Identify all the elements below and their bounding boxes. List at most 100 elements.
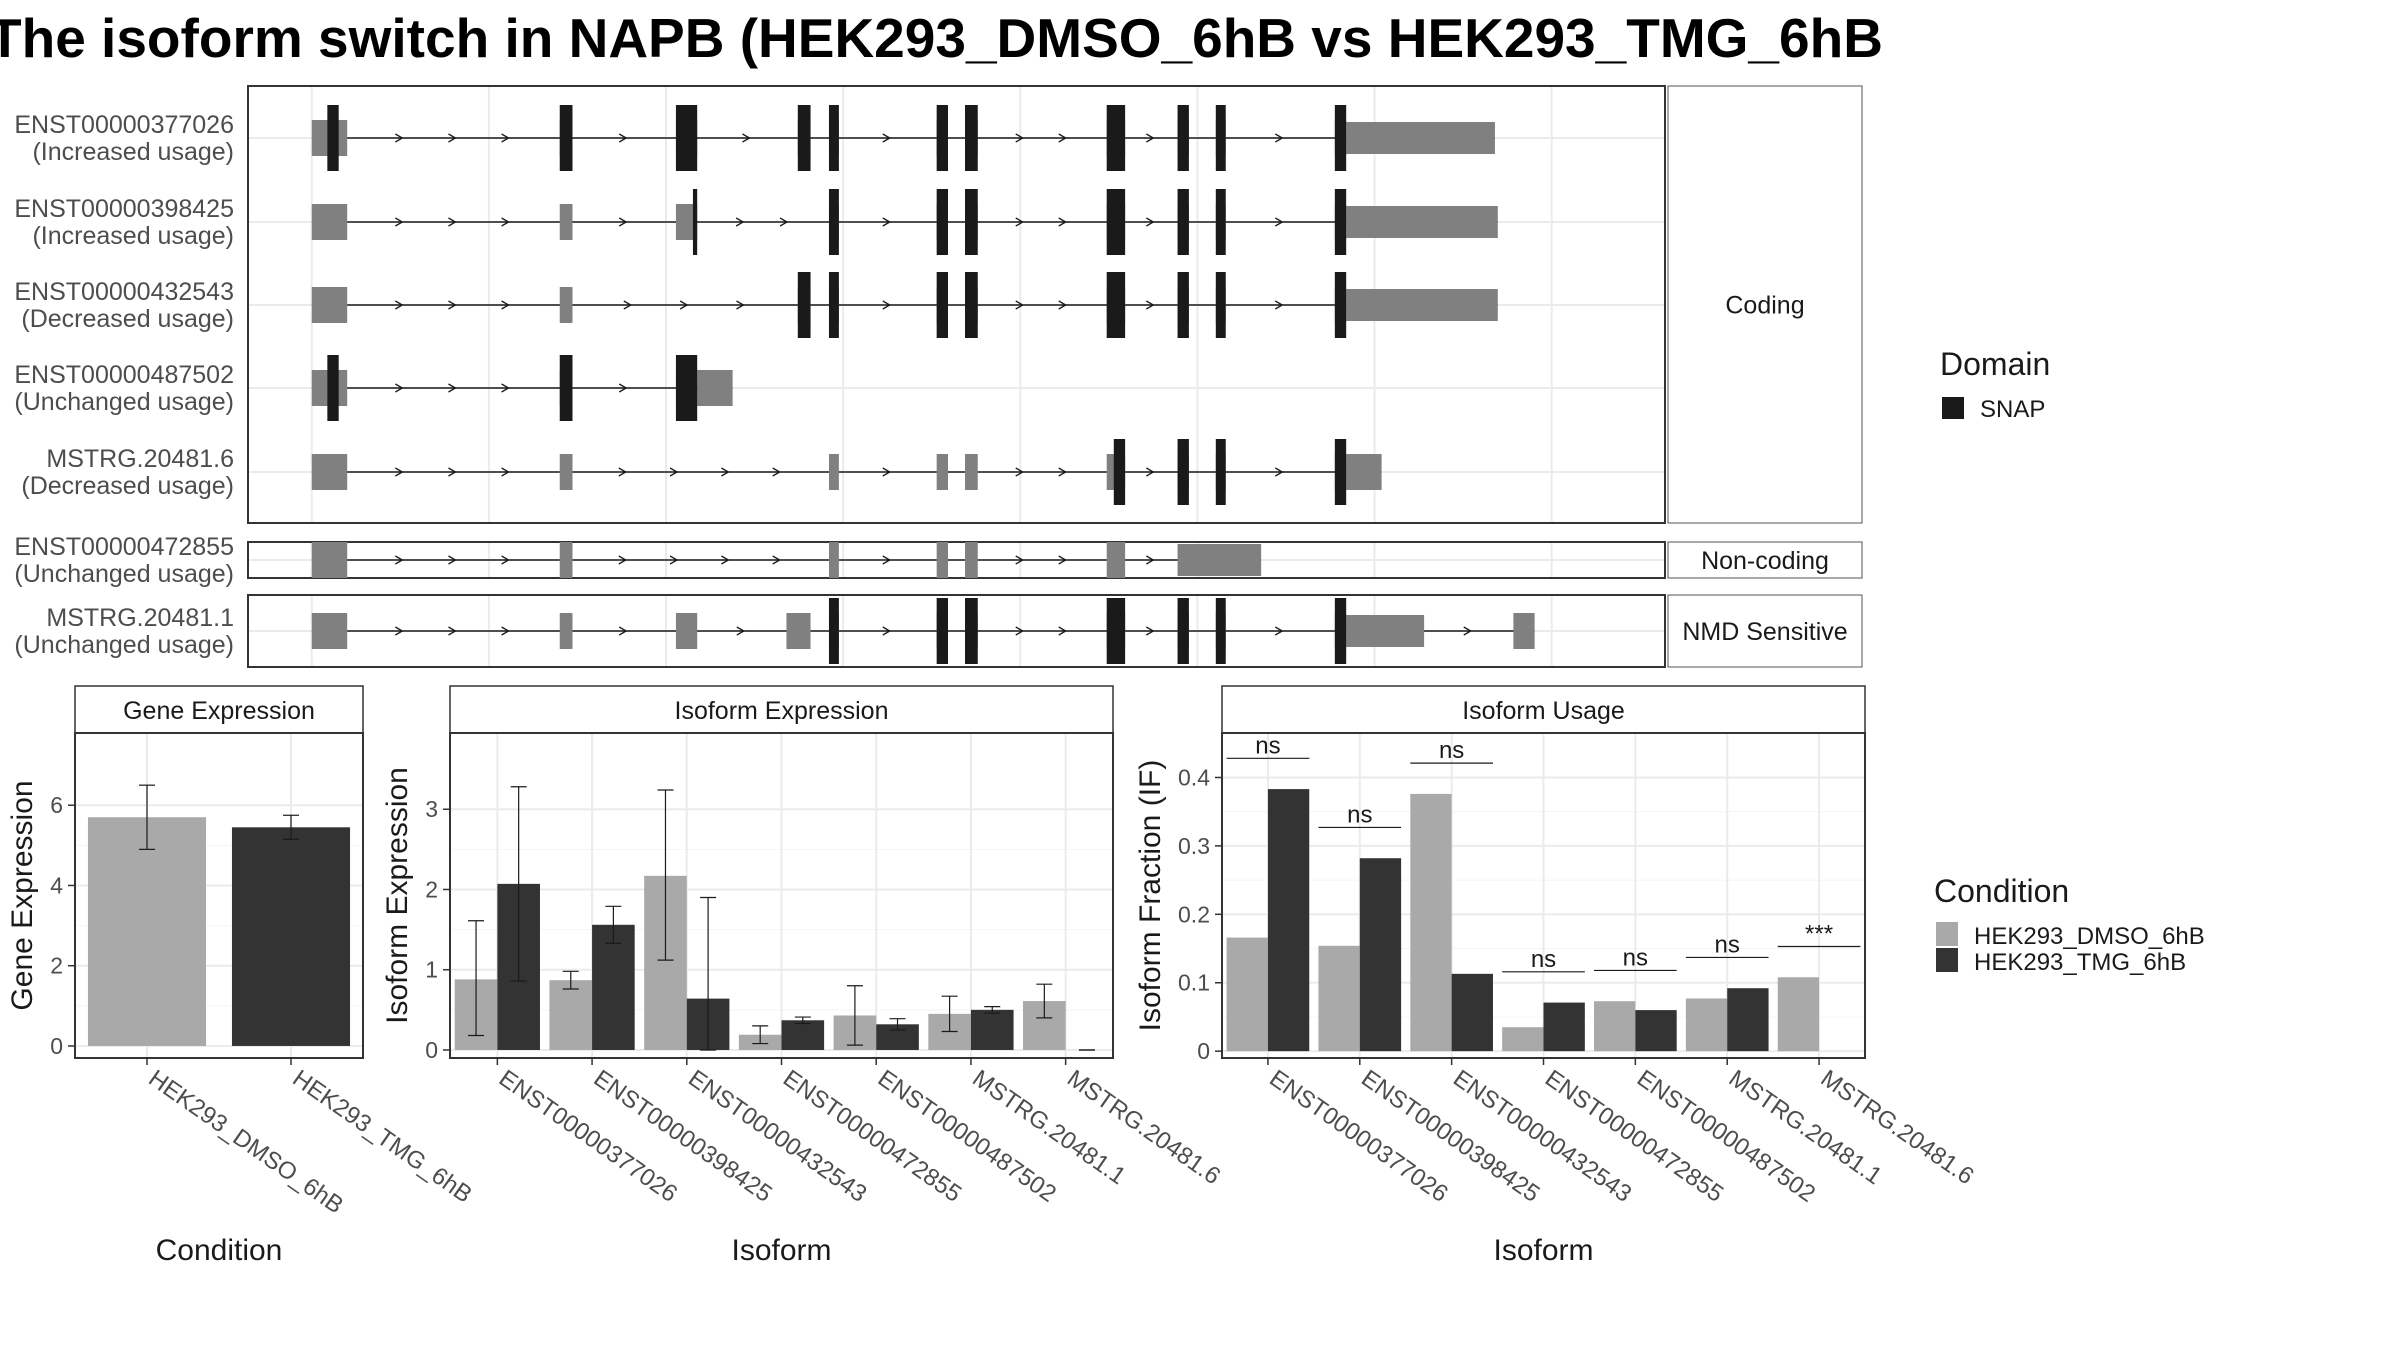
intron-arrow (1146, 626, 1155, 636)
bar-tmg (1267, 789, 1310, 1052)
y-axis-title: Isoform Expression (381, 767, 414, 1024)
intron-arrow (772, 555, 781, 565)
x-tick-label: MSTRG.20481.6 (1816, 1065, 1979, 1190)
snap-domain (1334, 598, 1347, 664)
transcript-id-label: ENST00000487502 (14, 361, 234, 389)
intron-arrow (1274, 626, 1284, 636)
plot-frame (74, 732, 364, 1059)
bar-tmg (1451, 973, 1493, 1052)
y-tick-label: 0 (1197, 1038, 1210, 1064)
intron-arrow (1058, 467, 1068, 477)
intron-arrow (618, 555, 628, 565)
intron-arrow (1274, 300, 1284, 310)
snap-domain (1106, 272, 1126, 338)
significance-label: ns (1623, 944, 1648, 971)
intron-arrow (623, 300, 633, 310)
intron-arrow (1274, 217, 1284, 227)
x-axis-title: Condition (156, 1234, 283, 1267)
intron-arrow (1146, 300, 1155, 310)
intron-arrow (1274, 133, 1284, 143)
intron-arrow (882, 467, 892, 477)
snap-domain (828, 105, 839, 171)
gene-structure-panel: Coding Non-coding NMD Sensitive ENST0000037… (14, 85, 1863, 668)
intron-arrow (501, 626, 510, 636)
bar-dmso (1318, 945, 1360, 1052)
bar-dmso (549, 980, 593, 1050)
intron-arrow (448, 467, 457, 477)
snap-domain (797, 105, 811, 171)
snap-domain (1334, 105, 1347, 171)
significance-label: *** (1805, 920, 1833, 947)
bar-tmg (1727, 988, 1769, 1052)
intron-arrow (618, 467, 628, 477)
intron-arrow (669, 467, 679, 477)
intron-arrow (501, 217, 510, 227)
transcript-id-label: ENST00000432543 (14, 278, 234, 306)
intron-arrow (679, 300, 689, 310)
intron-arrow (448, 133, 457, 143)
panel-title: Gene Expression (123, 697, 315, 725)
intron-arrow (1015, 300, 1025, 310)
intron-arrow (395, 133, 404, 143)
panel-title: Isoform Expression (675, 697, 889, 725)
snap-domain (675, 355, 698, 421)
significance-label: ns (1255, 732, 1280, 759)
intron-arrow (721, 467, 730, 477)
group-strip-label: Non-coding (1701, 547, 1829, 575)
intron-arrow (618, 626, 628, 636)
y-tick-label: 0 (425, 1037, 438, 1063)
y-tick-label: 2 (425, 876, 438, 902)
intron-arrow (501, 383, 510, 393)
panel-title: Isoform Usage (1462, 697, 1625, 725)
exon (936, 542, 948, 578)
y-tick-label: 0.4 (1178, 764, 1210, 790)
y-tick-label: 3 (425, 796, 438, 822)
bar-dmso (1685, 998, 1728, 1052)
transcript-id-label: MSTRG.20481.1 (46, 604, 234, 632)
y-tick-label: 1 (425, 957, 438, 983)
bar-dmso (1777, 977, 1820, 1052)
transcript-id-label: ENST00000377026 (14, 111, 234, 139)
y-tick-label: 0.3 (1178, 833, 1210, 859)
intron-arrow (1058, 555, 1068, 565)
group-strip (1667, 594, 1863, 668)
intron-arrow (669, 555, 679, 565)
intron-arrow (1058, 300, 1068, 310)
figure-title: The isoform switch in NAPB (HEK293_DMSO_… (0, 7, 1883, 69)
exon (559, 287, 573, 323)
intron-arrow (501, 555, 510, 565)
snap-domain (1334, 189, 1347, 255)
snap-domain (936, 272, 948, 338)
exon (311, 613, 348, 649)
intron-arrow (882, 133, 892, 143)
intron-arrow (882, 626, 892, 636)
intron-arrow (1146, 555, 1155, 565)
intron-arrow (395, 217, 404, 227)
bar-dmso (1226, 937, 1268, 1052)
transcript-id-label: MSTRG.20481.6 (46, 445, 234, 473)
exon (311, 204, 348, 240)
exon (1106, 542, 1126, 578)
condition-legend-label: HEK293_TMG_6hB (1974, 949, 2186, 976)
snap-domain (1106, 105, 1126, 171)
bar-tmg (1359, 858, 1402, 1052)
intron-arrow (501, 467, 510, 477)
transcript-status-label: (Increased usage) (32, 138, 234, 166)
exon (1346, 206, 1498, 238)
transcript-status-label: (Unchanged usage) (14, 631, 234, 659)
intron-arrow (1146, 217, 1155, 227)
snap-domain (828, 598, 839, 664)
exon (1513, 613, 1535, 649)
snap-domain (965, 598, 978, 664)
condition-legend-label: HEK293_DMSO_6hB (1974, 923, 2205, 950)
intron-arrow (1463, 626, 1473, 636)
intron-arrow (448, 383, 457, 393)
domain-legend-key (1942, 397, 1964, 419)
exon (828, 542, 839, 578)
intron-arrow (742, 133, 751, 143)
bar-dmso (1594, 1001, 1636, 1052)
snap-domain (1215, 439, 1226, 505)
intron-arrow (1058, 133, 1068, 143)
snap-domain (1106, 189, 1126, 255)
snap-domain (1215, 189, 1226, 255)
